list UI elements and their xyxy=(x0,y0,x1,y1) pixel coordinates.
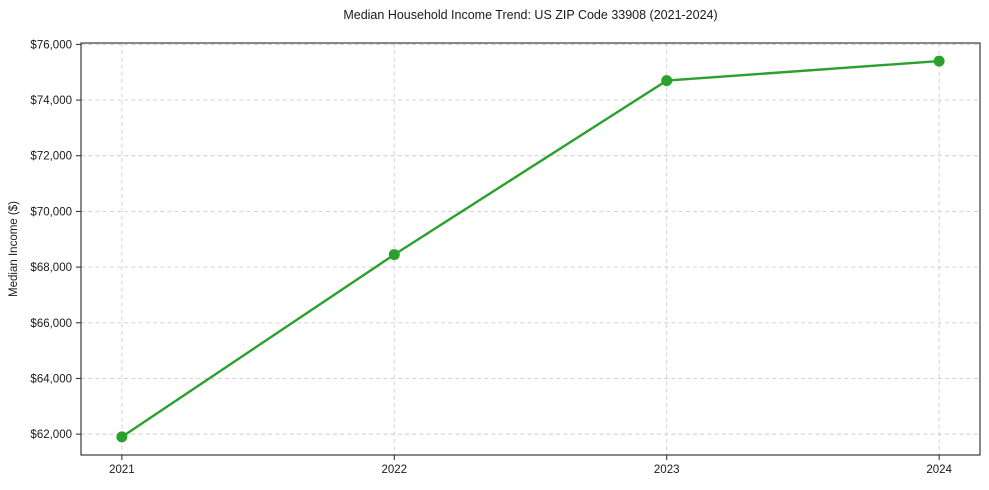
x-tick-label-2022: 2022 xyxy=(381,464,407,476)
y-tick-label-64000: $64,000 xyxy=(30,373,72,385)
y-tick-label-62000: $62,000 xyxy=(30,429,72,441)
x-tick-label-2024: 2024 xyxy=(926,464,952,476)
plot-border xyxy=(80,42,981,456)
y-tick-label-74000: $74,000 xyxy=(30,95,72,107)
data-point-2022 xyxy=(388,249,400,261)
x-tick-label-2021: 2021 xyxy=(109,464,135,476)
data-point-2024 xyxy=(933,55,945,67)
y-tick-label-70000: $70,000 xyxy=(30,206,72,218)
data-point-2023 xyxy=(661,75,673,87)
chart-title: Median Household Income Trend: US ZIP Co… xyxy=(343,8,718,22)
data-point-2021 xyxy=(116,431,128,443)
y-tick-label-66000: $66,000 xyxy=(30,318,72,330)
y-tick-label-68000: $68,000 xyxy=(30,262,72,274)
y-tick-label-76000: $76,000 xyxy=(30,39,72,51)
x-tick-label-2023: 2023 xyxy=(654,464,680,476)
income-trend-line xyxy=(120,59,941,439)
y-tick-label-72000: $72,000 xyxy=(30,151,72,163)
